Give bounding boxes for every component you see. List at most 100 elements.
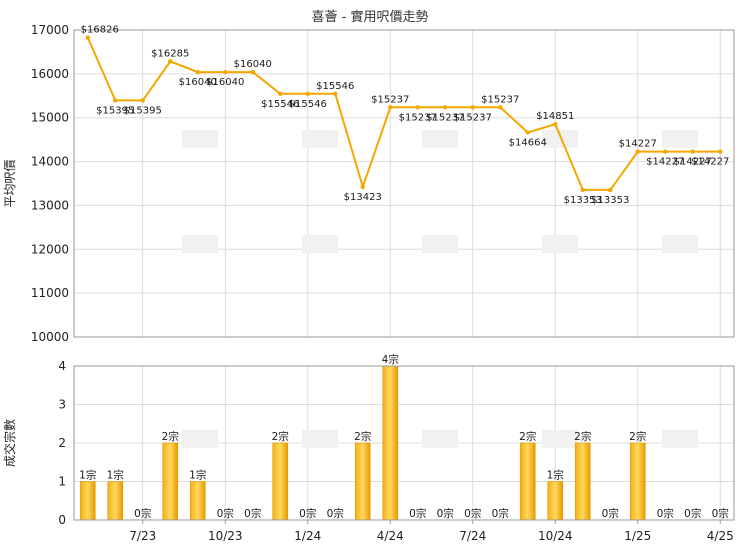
volume-panel: 4 3 2 1 0 1宗 1宗 0宗 2宗 1宗 0宗 0宗 2宗 0宗 0宗 2宗 4宗 0宗 0宗 0宗 0宗 2宗 1…	[2, 353, 735, 543]
price-data-label: $16040	[234, 59, 272, 70]
volume-bar	[272, 442, 289, 521]
price-data-label: $15395	[96, 105, 134, 116]
watermark-mark	[422, 430, 458, 448]
price-data-label: $15546	[261, 99, 299, 110]
volume-data-label: 0宗	[437, 507, 454, 520]
volume-data-label: 0宗	[684, 507, 701, 520]
price-panel: 17000 16000 15000 14000 13000 12000 11000 10000…	[3, 23, 735, 344]
watermark-mark	[422, 130, 458, 148]
volume-plot-frame	[73, 365, 735, 521]
watermark-mark	[542, 130, 578, 148]
price-y-tick: 14000	[31, 155, 69, 169]
price-point	[113, 98, 118, 103]
volume-y-tick: 0	[58, 513, 66, 527]
volume-y-tick: 2	[58, 436, 66, 450]
volume-bar	[189, 481, 206, 521]
price-point	[498, 105, 503, 110]
price-data-label: $13423	[344, 192, 382, 203]
watermark-mark	[182, 235, 218, 253]
x-tick-label: 7/23	[129, 529, 156, 543]
volume-y-tick: 3	[58, 398, 66, 412]
price-data-label: $14227	[674, 157, 712, 168]
watermark-mark	[422, 235, 458, 253]
volume-bar	[79, 481, 96, 521]
price-point	[690, 149, 695, 154]
volume-data-label: 0宗	[602, 507, 619, 520]
price-y-tick: 11000	[31, 286, 69, 300]
price-y-tick: 17000	[31, 23, 69, 37]
volume-bar	[574, 442, 591, 521]
price-point	[223, 69, 228, 75]
volume-data-label: 1宗	[107, 469, 124, 482]
volume-data-label: 1宗	[189, 469, 206, 482]
volume-data-label: 0宗	[299, 507, 316, 520]
price-point	[85, 35, 90, 40]
price-point	[195, 69, 200, 75]
price-data-label: $13353	[591, 195, 629, 206]
watermark-mark	[302, 130, 338, 148]
price-point	[553, 122, 558, 127]
volume-data-label: 0宗	[492, 507, 509, 520]
watermark-mark	[662, 235, 698, 253]
price-data-label: $14227	[646, 157, 684, 168]
volume-data-label: 0宗	[217, 507, 234, 520]
watermark-mark	[182, 430, 218, 448]
volume-data-label: 0宗	[464, 507, 481, 520]
volume-bar	[629, 442, 646, 521]
x-tick-label: 4/24	[377, 529, 404, 543]
volume-data-label: 0宗	[327, 507, 344, 520]
price-plot-bg	[74, 30, 734, 337]
price-data-label: $15237	[371, 94, 409, 105]
price-data-label: $14227	[691, 157, 729, 168]
price-data-label: $13353	[564, 195, 602, 206]
volume-data-label: 0宗	[409, 507, 426, 520]
volume-y-axis-label: 成交宗數	[2, 419, 17, 467]
volume-data-label: 2宗	[629, 430, 646, 443]
price-point	[305, 91, 310, 96]
x-tick-label: 4/25	[707, 529, 734, 543]
price-point	[718, 149, 723, 154]
price-point	[360, 184, 365, 190]
volume-bar	[382, 365, 399, 521]
price-point	[333, 91, 338, 96]
volume-data-label: 2宗	[162, 430, 179, 443]
price-point	[278, 91, 283, 96]
volume-bar	[519, 442, 536, 521]
volume-bar	[547, 481, 564, 521]
price-point	[388, 105, 393, 110]
price-y-axis-label: 平均呎價	[3, 159, 17, 207]
watermark-mark	[542, 430, 578, 448]
price-point	[415, 105, 420, 110]
price-point	[635, 149, 640, 154]
price-data-label: $16040	[206, 77, 244, 88]
x-tick-label: 10/24	[538, 529, 573, 543]
volume-data-label: 4宗	[382, 353, 399, 366]
price-point	[443, 105, 448, 110]
x-tick-label: 1/24	[294, 529, 321, 543]
watermark-mark	[542, 235, 578, 253]
volume-bar	[354, 442, 371, 521]
price-point	[168, 59, 173, 64]
volume-y-tick: 1	[58, 475, 66, 489]
price-data-label: $15237	[454, 112, 492, 123]
watermark-mark	[662, 130, 698, 148]
price-data-label: $16040	[179, 77, 217, 88]
price-data-label: $15546	[289, 99, 327, 110]
price-point	[470, 105, 475, 110]
price-y-tick: 16000	[31, 67, 69, 81]
price-line	[86, 37, 721, 191]
x-tick-label: 10/23	[208, 529, 243, 543]
volume-data-label: 0宗	[134, 507, 151, 520]
chart-title: 喜薈 - 實用呎價走勢	[312, 9, 429, 25]
price-data-label: $15546	[316, 81, 354, 92]
price-data-label: $15237	[481, 94, 519, 105]
volume-data-label: 1宗	[547, 469, 564, 482]
price-y-tick: 13000	[31, 198, 69, 212]
volume-data-label: 2宗	[272, 430, 289, 443]
volume-data-label: 0宗	[244, 507, 261, 520]
watermark-mark	[302, 430, 338, 448]
price-point	[140, 98, 145, 103]
volume-bar	[107, 481, 124, 521]
